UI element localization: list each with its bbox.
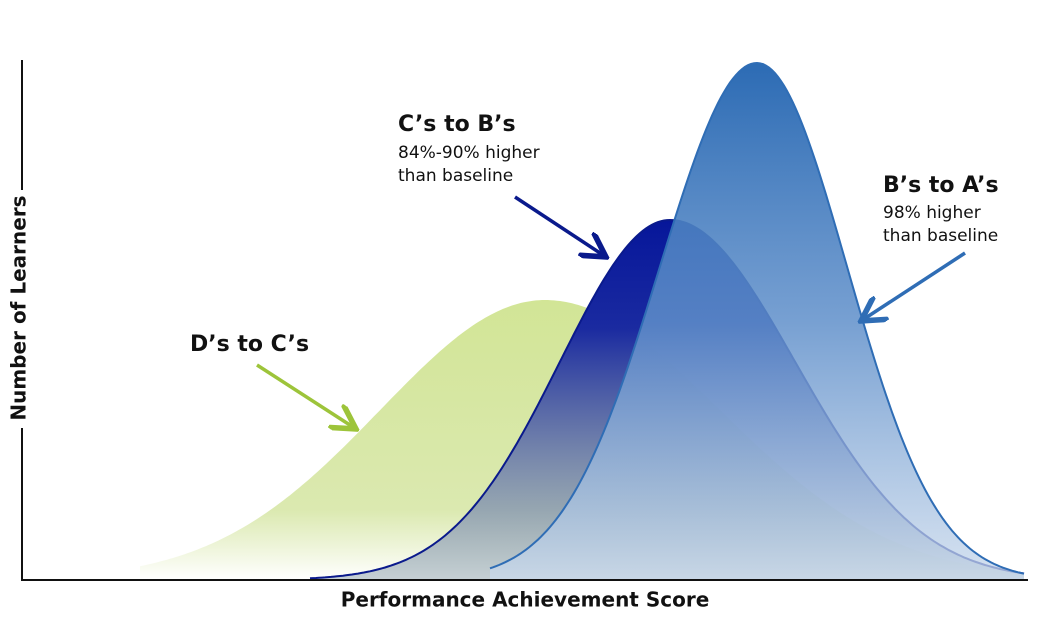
curve-b-to-a-outline — [489, 61, 1025, 575]
curve-b-to-a — [490, 63, 1024, 580]
arrow — [256, 363, 353, 427]
annotation-title: B’s to A’s — [883, 173, 999, 198]
annotation-text: than baseline — [398, 166, 513, 186]
annotation-text: 98% higher — [883, 203, 981, 223]
annotation-title: D’s to C’s — [190, 332, 309, 357]
arrow — [514, 195, 603, 255]
arrow — [864, 251, 966, 319]
annotation-title: C’s to B’s — [398, 112, 516, 137]
x-axis-label: Performance Achievement Score — [341, 588, 710, 612]
annotation-text: 84%-90% higher — [398, 143, 540, 163]
curves — [140, 61, 1025, 580]
y-axis-label: Number of Learners — [7, 195, 31, 420]
annotation-text: than baseline — [883, 226, 998, 246]
